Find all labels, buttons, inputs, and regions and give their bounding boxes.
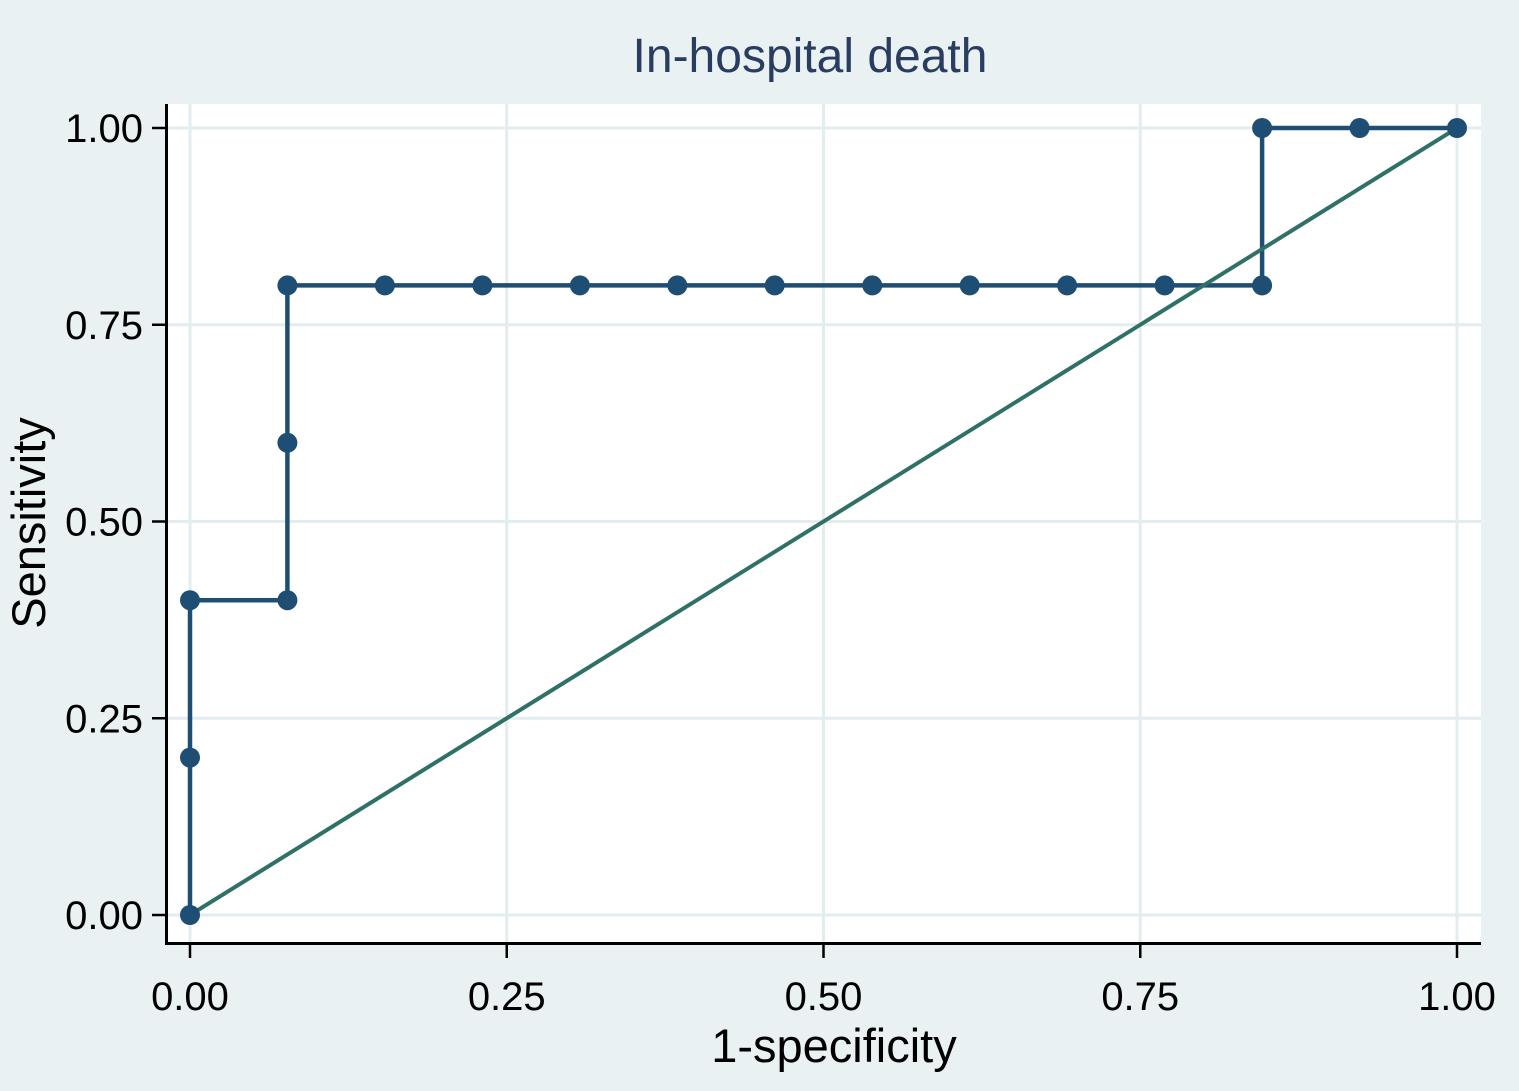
x-axis-title: 1-specificity [711,1019,957,1072]
y-tick-label: 1.00 [65,107,143,151]
axis-lines [165,104,1481,945]
data-markers [180,118,1467,925]
roc-data-point [1252,118,1273,138]
roc-data-point [1447,118,1467,138]
y-tick-label: 0.75 [65,304,143,348]
reference-line [188,126,1459,917]
chart-title: In-hospital death [633,30,988,83]
roc-data-point [277,275,298,296]
x-tick-label: 0.00 [151,975,229,1019]
x-tick-label: 0.75 [1101,975,1179,1019]
roc-data-point [1154,275,1175,296]
roc-data-point [180,905,200,925]
roc-data-point [277,432,298,453]
roc-data-point [374,275,395,296]
roc-data-point [862,275,883,296]
roc-data-point [1349,118,1370,138]
roc-data-point [667,275,688,296]
roc-data-point [180,747,200,768]
x-tick-label: 0.25 [468,975,546,1019]
x-tick-label: 1.00 [1418,975,1496,1019]
y-tick-labels: 0.00 0.25 0.50 0.75 1.00 [65,107,143,938]
y-tick-label: 0.25 [65,697,143,741]
y-tick-label: 0.50 [65,501,143,545]
roc-data-point [277,590,298,611]
x-tick-labels: 0.00 0.25 0.50 0.75 1.00 [151,975,1496,1019]
roc-data-point [764,275,785,296]
y-tick-label: 0.00 [65,894,143,938]
y-axis-title: Sensitivity [2,417,55,629]
roc-data-point [472,275,493,296]
roc-data-point [569,275,590,296]
roc-data-point [1252,275,1273,296]
x-tick-label: 0.50 [785,975,863,1019]
axis-ticks [152,126,1459,958]
roc-data-point [959,275,980,296]
roc-data-point [180,590,200,611]
roc-data-point [1057,275,1078,296]
